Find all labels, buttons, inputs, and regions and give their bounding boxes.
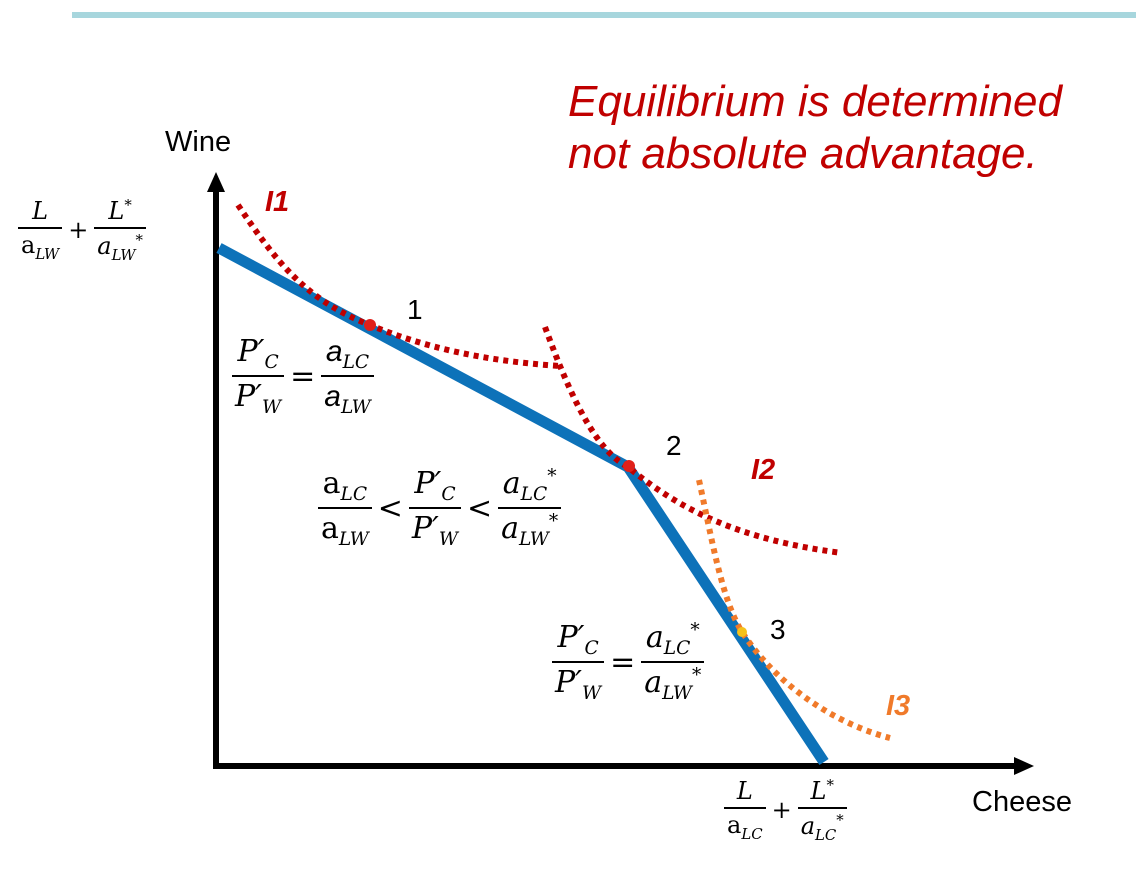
point-1 xyxy=(364,319,376,331)
point-1-label: 1 xyxy=(407,294,423,325)
equilibrium-note: Equilibrium is determined not absolute a… xyxy=(568,76,1062,180)
x-axis-label: Cheese xyxy=(972,786,1072,818)
price-ratio-foreign-formula: P′C P′W = aLC* aLW* xyxy=(552,620,705,704)
curve-i3-label: I3 xyxy=(886,690,911,722)
y-axis-label: Wine xyxy=(165,126,232,158)
point-3 xyxy=(737,627,747,637)
note-line-2: not absolute advantage. xyxy=(568,129,1038,178)
indifference-curve-i3 xyxy=(696,479,891,741)
price-ratio-range-formula: aLC aLW < P′C P′W < aLC* aLW* xyxy=(318,466,562,550)
curve-i2-label: I2 xyxy=(751,454,776,486)
indifference-curve-i2 xyxy=(542,325,843,556)
curve-i1-label: I1 xyxy=(265,186,290,218)
point-2 xyxy=(623,460,635,472)
point-3-label: 3 xyxy=(770,614,786,645)
point-2-label: 2 xyxy=(666,430,682,461)
x-axis-arrow xyxy=(1014,757,1034,775)
price-ratio-home-formula: P′C P′W = aLC aLW xyxy=(232,334,374,418)
note-line-1: Equilibrium is determined xyxy=(568,77,1062,126)
title-divider xyxy=(72,12,1136,18)
y-axis-arrow xyxy=(207,172,225,192)
